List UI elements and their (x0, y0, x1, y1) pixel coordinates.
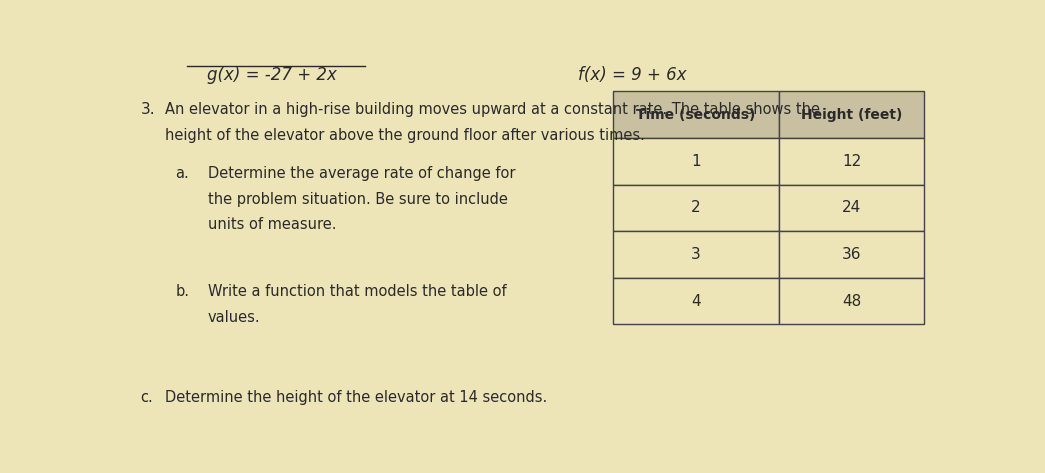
FancyBboxPatch shape (612, 138, 780, 184)
Text: b.: b. (176, 284, 189, 299)
FancyBboxPatch shape (612, 184, 780, 231)
Text: 48: 48 (842, 294, 861, 309)
Text: 12: 12 (842, 154, 861, 169)
Text: 36: 36 (842, 247, 861, 262)
Text: 4: 4 (691, 294, 701, 309)
Text: 1: 1 (691, 154, 701, 169)
Text: 24: 24 (842, 201, 861, 215)
Text: Determine the height of the elevator at 14 seconds.: Determine the height of the elevator at … (165, 390, 547, 405)
Text: units of measure.: units of measure. (208, 217, 336, 232)
Text: 3: 3 (691, 247, 701, 262)
FancyBboxPatch shape (780, 91, 925, 138)
FancyBboxPatch shape (612, 231, 780, 278)
Text: height of the elevator above the ground floor after various times.: height of the elevator above the ground … (165, 128, 645, 143)
FancyBboxPatch shape (612, 91, 780, 138)
Text: Determine the average rate of change for: Determine the average rate of change for (208, 166, 515, 181)
Text: g(x) = -27 + 2x: g(x) = -27 + 2x (207, 66, 338, 84)
FancyBboxPatch shape (780, 184, 925, 231)
Text: a.: a. (176, 166, 189, 181)
Text: Height (feet): Height (feet) (802, 108, 903, 122)
FancyBboxPatch shape (780, 138, 925, 184)
FancyBboxPatch shape (780, 278, 925, 324)
Text: values.: values. (208, 310, 260, 325)
Text: c.: c. (140, 390, 154, 405)
Text: 2: 2 (691, 201, 701, 215)
Text: 3.: 3. (140, 102, 155, 117)
FancyBboxPatch shape (612, 278, 780, 324)
Text: An elevator in a high-rise building moves upward at a constant rate. The table s: An elevator in a high-rise building move… (165, 102, 819, 117)
Text: Write a function that models the table of: Write a function that models the table o… (208, 284, 506, 299)
FancyBboxPatch shape (780, 231, 925, 278)
Text: the problem situation. Be sure to include: the problem situation. Be sure to includ… (208, 192, 508, 207)
Text: f(x) = 9 + 6x: f(x) = 9 + 6x (579, 66, 687, 84)
Text: Time (seconds): Time (seconds) (636, 108, 756, 122)
